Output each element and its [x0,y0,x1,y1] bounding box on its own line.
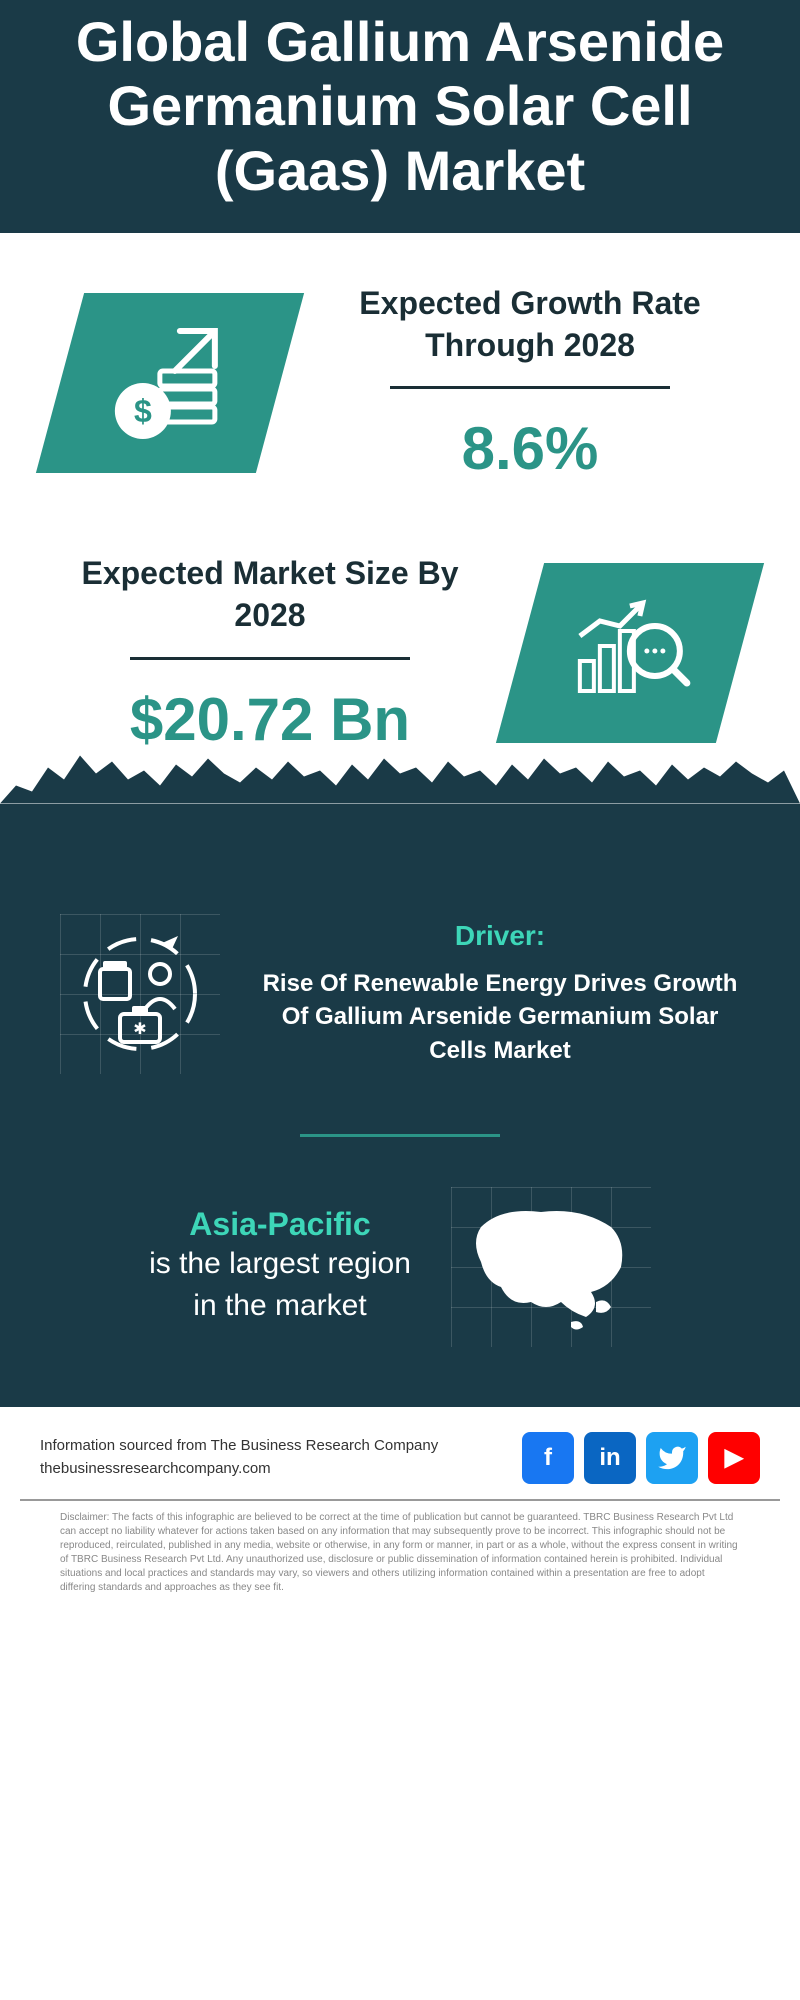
svg-text:✱: ✱ [133,1021,146,1038]
driver-icon-box: ✱ [60,914,220,1074]
divider [130,657,410,660]
growth-value: 8.6% [320,414,740,483]
skyline-graphic [0,804,800,894]
map-box [451,1187,651,1347]
size-value: $20.72 Bn [60,685,480,754]
driver-icon: ✱ [60,914,220,1074]
asia-pacific-map-icon [451,1187,651,1347]
dark-section: ✱ Driver: Rise Of Renewable Energy Drive… [0,894,800,1407]
page-title: Global Gallium Arsenide Germanium Solar … [40,10,760,203]
chart-analysis-icon [565,586,695,716]
svg-text:$: $ [134,393,152,429]
driver-description: Rise Of Renewable Energy Drives Growth O… [260,967,740,1068]
region-name: Asia-Pacific [149,1206,411,1243]
size-label: Expected Market Size By 2028 [60,553,480,636]
size-icon-box [496,563,764,743]
disclaimer: Disclaimer: The facts of this infographi… [20,1499,780,1615]
growth-label: Expected Growth Rate Through 2028 [320,283,740,366]
divider [390,386,670,389]
money-growth-icon: $ [105,316,235,446]
source-text: Information sourced from The Business Re… [40,1435,438,1458]
divider [300,1134,500,1137]
disclaimer-text: Disclaimer: The facts of this infographi… [60,1511,740,1595]
youtube-icon[interactable]: ▶ [708,1432,760,1484]
size-section: Expected Market Size By 2028 $20.72 Bn [0,533,800,803]
growth-section: $ Expected Growth Rate Through 2028 8.6% [0,233,800,533]
source-url: thebusinessresearchcompany.com [40,1458,438,1481]
twitter-icon[interactable] [646,1432,698,1484]
region-desc-1: is the largest region [149,1243,411,1285]
facebook-icon[interactable]: f [522,1432,574,1484]
region-desc-2: in the market [149,1285,411,1327]
social-icons: f in ▶ [522,1432,760,1484]
header: Global Gallium Arsenide Germanium Solar … [0,0,800,233]
growth-icon-box: $ [36,293,304,473]
footer: Information sourced from The Business Re… [0,1407,800,1499]
driver-label: Driver: [260,920,740,952]
linkedin-icon[interactable]: in [584,1432,636,1484]
